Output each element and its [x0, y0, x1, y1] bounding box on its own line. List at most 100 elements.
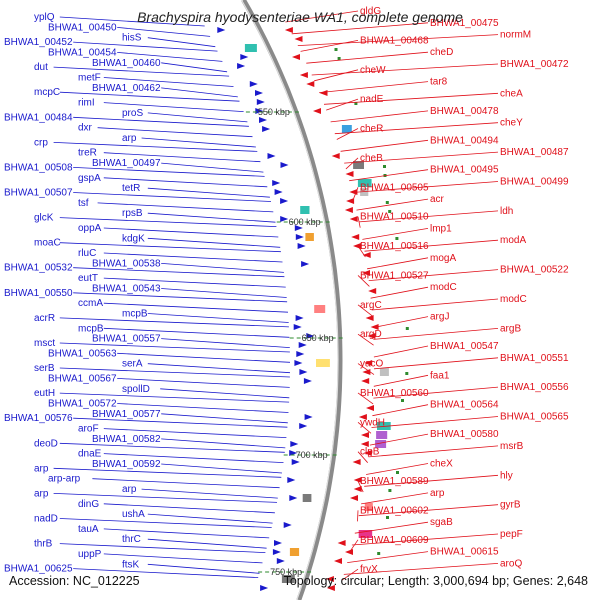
- gene-leader-line: [117, 52, 223, 62]
- gene-label: BHWA1_00450: [48, 22, 117, 33]
- gene-leader-line: [73, 167, 265, 177]
- gene-label: tsf: [78, 198, 89, 209]
- gene-arrow: [280, 198, 289, 204]
- marker-dot: [383, 165, 386, 168]
- gene-arrow: [299, 369, 308, 375]
- marker-dot: [396, 471, 399, 474]
- feature-block: [376, 431, 388, 439]
- gene-leader-line: [53, 66, 230, 77]
- marker-dot: [395, 237, 399, 240]
- gene-label: lmp1: [430, 223, 452, 234]
- gene-leader-line: [369, 433, 429, 446]
- gene-arrow: [260, 585, 269, 591]
- gene-arrow: [366, 405, 374, 411]
- gene-label: BHWA1_00460: [92, 58, 161, 69]
- gene-label: tar8: [430, 77, 448, 88]
- gene-label: eutH: [34, 388, 55, 399]
- position-tick-label: 700 kbp: [296, 450, 328, 460]
- gene-leader-line: [161, 438, 286, 449]
- gene-label: BHWA1_00508: [4, 162, 73, 173]
- gene-label: arp: [34, 488, 49, 499]
- gene-label: thrC: [122, 534, 141, 545]
- feature-tracks: [217, 27, 409, 591]
- gene-leader-line: [357, 392, 374, 405]
- gene-label: arp: [34, 463, 49, 474]
- gene-label: BHWA1_00582: [92, 434, 161, 445]
- gene-label: BHWA1_00577: [92, 409, 161, 420]
- feature-block: [281, 575, 295, 583]
- feature-block: [300, 206, 310, 214]
- gene-leader-line: [349, 169, 429, 182]
- gene-arrow: [294, 36, 303, 42]
- gene-label: mcpB: [122, 309, 148, 320]
- gene-leader-line: [357, 304, 373, 317]
- gene-label: BHWA1_00494: [430, 135, 499, 146]
- gene-leader-line: [59, 91, 240, 102]
- gene-leader-line: [350, 539, 359, 552]
- gene-leader-line: [368, 445, 499, 458]
- gene-arrow: [351, 234, 360, 240]
- gene-leader-line: [59, 518, 272, 528]
- gene-leader-line: [53, 142, 258, 152]
- feature-block: [357, 179, 372, 187]
- gene-leader-line: [59, 392, 290, 403]
- gene-leader-line: [291, 22, 429, 35]
- gene-arrow: [274, 189, 283, 195]
- gene-arrow: [301, 261, 310, 267]
- gene-arrow: [283, 522, 292, 528]
- marker-dot: [405, 327, 409, 330]
- gene-arrow: [346, 198, 355, 204]
- gene-leader-line: [59, 367, 290, 378]
- gene-leader-line: [330, 110, 429, 123]
- gene-leader-line: [300, 40, 359, 52]
- gene-label: BHWA1_00507: [4, 188, 73, 199]
- gene-label: treR: [78, 148, 97, 159]
- gene-label: cheX: [430, 459, 453, 470]
- gene-leader-line: [357, 510, 359, 522]
- gene-leader-line: [103, 453, 284, 463]
- gene-leader-line: [97, 202, 274, 213]
- gene-label: aroF: [78, 424, 99, 435]
- gene-leader-line: [351, 533, 499, 546]
- gene-arrow: [284, 27, 293, 33]
- position-tick-label: 550 kbp: [258, 107, 290, 117]
- gene-arrow: [362, 270, 370, 276]
- gene-arrow: [361, 432, 369, 438]
- gene-leader-line: [352, 181, 499, 193]
- gene-label: crp: [34, 137, 48, 148]
- gene-label: BHWA1_00589: [360, 476, 429, 487]
- gene-leader-line: [147, 112, 248, 123]
- gene-leader-line: [53, 493, 278, 503]
- marker-dot: [334, 48, 338, 51]
- gene-leader-line: [361, 492, 429, 505]
- gene-label: BHWA1_00510: [360, 212, 429, 223]
- feature-block: [289, 548, 300, 556]
- gene-arrow: [290, 441, 299, 447]
- gene-arrow: [280, 216, 289, 222]
- gene-arrow: [272, 180, 281, 186]
- position-tick-label: 750 kbp: [270, 567, 302, 577]
- gene-leader-line: [357, 245, 366, 258]
- gene-leader-line: [73, 292, 288, 303]
- gene-leader-line: [103, 503, 275, 514]
- gene-label: BHWA1_00478: [430, 106, 499, 117]
- gene-label: BHWA1_00454: [48, 47, 117, 58]
- gene-leader-line: [103, 553, 263, 564]
- gene-leader-line: [103, 77, 234, 87]
- gene-label: sgaB: [430, 517, 453, 528]
- gene-arrow: [353, 486, 362, 492]
- feature-block: [244, 44, 257, 52]
- gene-label: hisS: [122, 33, 142, 44]
- feature-block: [364, 503, 373, 511]
- gene-label: BHWA1_00505: [360, 182, 429, 193]
- gene-label: glcK: [34, 213, 54, 224]
- gene-arrow: [368, 288, 377, 294]
- gene-label: kdgK: [122, 233, 145, 244]
- gene-arrow: [280, 162, 289, 168]
- gene-arrow: [299, 72, 308, 78]
- gene-leader-line: [357, 216, 361, 228]
- marker-dot: [388, 489, 392, 492]
- gene-label: BHWA1_00564: [430, 400, 499, 411]
- gene-arrow: [337, 540, 346, 546]
- gene-leader-line: [370, 286, 429, 299]
